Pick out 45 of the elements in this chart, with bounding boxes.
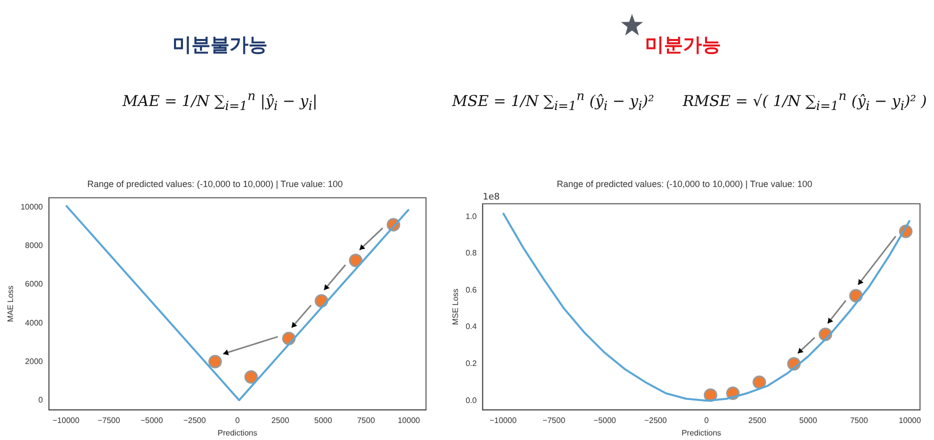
text: MAE = 1/N ∑$_{i=1}$$^{n}$ |ŷ$_{i}$ − y$_{i}$| xyxy=(121,88,318,113)
x-tick-label: 2500 xyxy=(748,416,767,425)
y-tick-label: 8000 xyxy=(25,241,44,250)
x-tick-label: 0 xyxy=(235,416,240,425)
x-tick-label: 7500 xyxy=(357,416,376,425)
y-axis-title: MAE Loss xyxy=(6,286,16,322)
x-tick-label: 2500 xyxy=(271,416,290,425)
y-axis-title: MSE Loss xyxy=(451,288,460,326)
x-tick-label: 5000 xyxy=(799,416,818,425)
x-tick-label: 10000 xyxy=(898,416,922,425)
x-tick-label: −2500 xyxy=(644,416,668,425)
text: 미분불가능 xyxy=(172,33,268,58)
y-tick-label: 0.2 xyxy=(466,359,478,368)
y-tick-label: 0.0 xyxy=(466,396,478,405)
x-tick-label: 0 xyxy=(704,416,710,425)
x-tick-label: 5000 xyxy=(314,416,333,425)
x-tick-label: 10000 xyxy=(398,416,421,425)
x-tick-label: −7500 xyxy=(98,416,121,425)
y-tick-label: 1.0 xyxy=(466,212,478,221)
point xyxy=(244,370,258,384)
x-axis-title: Predictions xyxy=(682,428,722,438)
x-tick-label: −7500 xyxy=(542,416,566,425)
chart-title: Range of predicted values: (-10,000 to 10,000) | True value: 100 xyxy=(556,178,812,189)
x-axis-title: Predictions xyxy=(218,428,258,438)
point xyxy=(348,254,362,268)
x-tick-label: −5000 xyxy=(140,416,164,425)
y-tick-label: 0.6 xyxy=(466,285,478,294)
x-tick-label: −10000 xyxy=(490,416,518,425)
point xyxy=(752,375,766,389)
y-tick-label: 0.4 xyxy=(466,322,478,332)
y-tick-label: 4000 xyxy=(25,318,44,328)
y-tick-label: 10000 xyxy=(20,202,44,212)
chart-title: Range of predicted values: (-10,000 to 10,000) | True value: 100 xyxy=(87,178,343,189)
text: MSE = 1/N ∑$_{i=1}$$^{n}$ (ŷ$_{i}$ − y$_{i}$)² RMSE = √( 1/N ∑$_{i=1}$$^{n}$ (ŷ$_{i}$ − y$_{i}$)² ) xyxy=(452,88,927,113)
y-tick-label: 0.8 xyxy=(466,248,478,258)
y-tick-label: 2000 xyxy=(25,356,44,366)
text: 미분가능 xyxy=(645,33,722,58)
y-tick-label: 6000 xyxy=(25,280,44,289)
y-tick-label: 0 xyxy=(38,395,44,404)
x-tick-label: −10000 xyxy=(52,416,80,425)
x-tick-label: −5000 xyxy=(594,416,617,425)
point xyxy=(208,354,222,368)
x-tick-label: 7500 xyxy=(850,416,868,425)
x-tick-label: −2500 xyxy=(183,416,206,425)
text: 1e8 xyxy=(482,192,500,203)
